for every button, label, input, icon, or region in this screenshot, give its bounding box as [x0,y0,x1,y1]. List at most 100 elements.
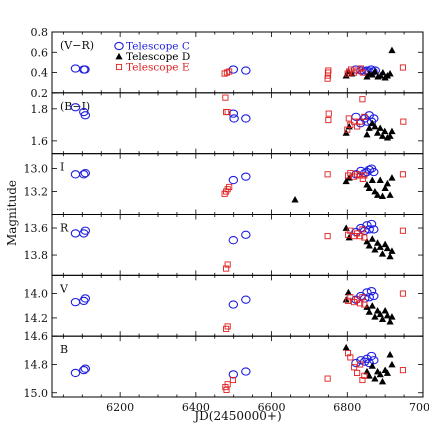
data-point [223,108,230,116]
data-point [224,381,231,388]
data-point [388,360,396,368]
data-point [373,129,382,136]
data-point [383,369,392,376]
data-point [228,175,239,185]
data-point [224,261,231,268]
data-point [363,130,371,138]
y-tick-label: 15.0 [24,387,49,400]
data-point [351,364,358,371]
data-point [376,124,384,131]
data-point [228,236,239,245]
data-point [361,172,368,179]
data-point [365,184,373,191]
legend-entry: Telescope D [115,51,190,63]
y-tick-label: 0.6 [31,46,49,59]
data-point [241,367,251,376]
data-point [365,124,373,131]
data-point [400,118,407,125]
data-point [399,64,406,71]
data-point [325,116,332,124]
data-point [399,290,406,297]
data-point [345,115,352,122]
data-point [357,300,364,307]
data-point [383,244,392,252]
data-point [365,308,373,315]
data-point [80,226,91,235]
data-point [224,108,231,116]
data-point [371,375,379,382]
data-point [241,295,251,304]
panel-label: (V−R) [60,39,94,52]
data-point [376,176,384,183]
legend-marker [115,52,123,60]
data-point [378,132,387,139]
data-point [359,294,366,301]
x-tick-label: 7000 [409,401,429,414]
y-tick-label: 14.6 [24,330,49,343]
y-tick-label: 1.6 [31,135,49,148]
panel-label: B [60,343,68,356]
panel-label: R [60,222,69,235]
y-tick-label: 13.6 [24,222,49,235]
data-point [386,252,394,260]
data-point [378,315,387,323]
legend-label: Telescope C [126,41,190,53]
data-point [347,170,354,177]
data-point [223,265,230,272]
data-point [70,103,81,112]
y-tick-label: 1.8 [31,103,49,116]
panel-4: 13.6 13.8 R [24,214,424,276]
data-point [386,350,394,358]
data-point [228,300,239,309]
data-point [366,219,377,229]
data-point [228,65,239,74]
legend-label: Telescope D [126,51,190,63]
data-point [80,111,91,120]
data-point [359,376,366,384]
data-point [361,301,368,308]
data-point [361,372,368,379]
data-point [363,237,371,245]
data-point [325,67,332,74]
x-tick-label: 6800 [333,401,361,414]
data-point [383,311,392,319]
data-point [369,291,379,301]
data-point [324,233,331,240]
data-point [381,184,389,191]
data-point [80,169,91,178]
y-tick-label: 0.2 [31,87,49,100]
data-point [360,69,367,76]
data-point [357,233,364,240]
data-point [369,114,379,123]
data-point [368,235,376,242]
data-point [79,170,89,179]
data-point [241,172,251,181]
data-point [228,370,239,379]
data-point [226,183,233,191]
data-point [366,286,377,296]
data-point [342,343,350,351]
legend-entry: Telescope C [114,41,190,53]
data-point [386,132,394,139]
data-point [324,171,331,178]
data-point [379,68,387,76]
data-point [378,250,387,257]
data-point [357,118,364,125]
data-point [229,114,239,123]
panel-label: V [59,282,69,295]
data-point [373,191,382,198]
data-point [388,313,396,320]
data-point [342,224,350,231]
data-point [70,64,81,73]
data-point [368,362,376,369]
legend-entry: Telescope E [115,62,190,74]
data-point [222,94,229,101]
data-point [229,376,237,384]
legend-marker [114,41,124,51]
data-point [361,113,368,120]
x-tick-label: 6200 [106,401,134,414]
data-point [347,354,354,361]
data-point [386,69,394,77]
data-point [399,171,406,178]
data-point [362,288,372,297]
